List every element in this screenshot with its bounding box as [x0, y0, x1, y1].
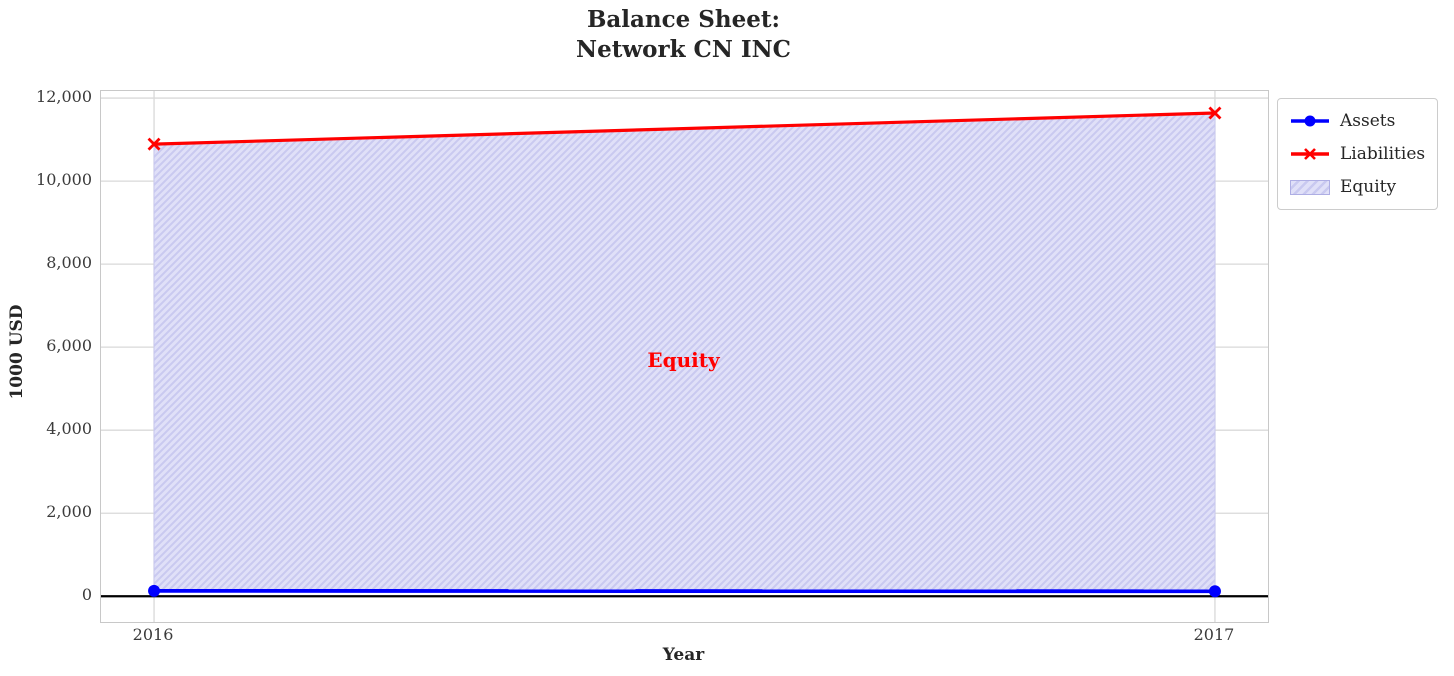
y-tick-label: 12,000	[36, 87, 92, 107]
liabilities-line-swatch-icon	[1291, 148, 1329, 160]
y-tick-label: 8,000	[46, 253, 92, 273]
x-tick-label: 2017	[1193, 625, 1235, 644]
legend-item-liabilities: Liabilities	[1290, 141, 1425, 167]
legend-item-assets: Assets	[1290, 108, 1425, 134]
y-tick-label: 0	[81, 585, 92, 605]
legend-label-assets: Assets	[1340, 111, 1396, 131]
equity-area-annotation: Equity	[647, 347, 720, 372]
x-tick-label: 2016	[132, 625, 174, 644]
legend-item-equity: Equity	[1290, 174, 1425, 200]
plot-area	[100, 90, 1269, 623]
x-axis-label: Year	[662, 645, 705, 665]
y-tick-label: 6,000	[46, 336, 92, 356]
legend: Assets Liabilities Equity	[1277, 98, 1439, 210]
y-tick-label: 10,000	[36, 170, 92, 190]
legend-label-equity: Equity	[1340, 177, 1397, 197]
chart-canvas	[101, 91, 1268, 622]
legend-label-liabilities: Liabilities	[1340, 144, 1426, 164]
equity-hatch-swatch-icon	[1290, 179, 1330, 195]
assets-line-swatch-icon	[1291, 115, 1329, 127]
y-tick-label: 4,000	[46, 419, 92, 439]
y-tick-label: 2,000	[46, 502, 92, 522]
chart-title: Balance Sheet: Network CN INC	[576, 6, 791, 63]
